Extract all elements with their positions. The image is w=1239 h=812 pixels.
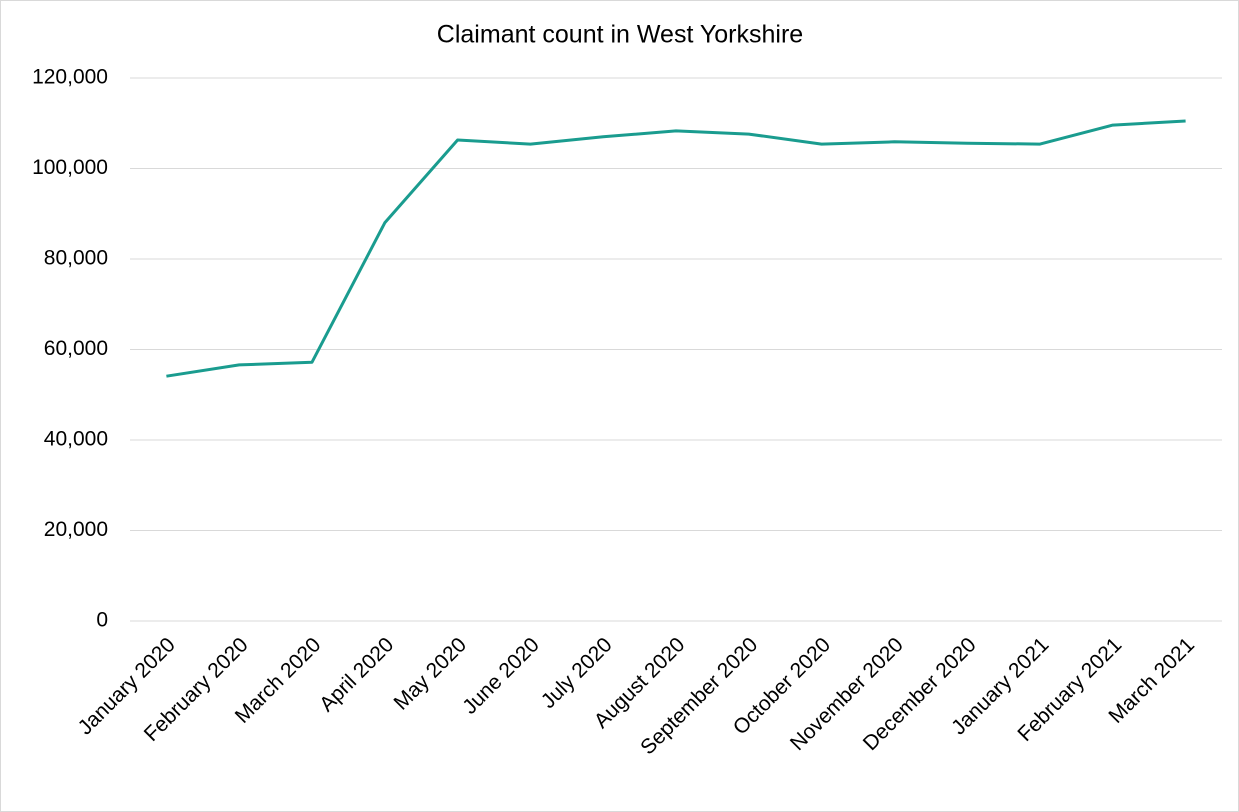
y-tick-label: 120,000 (32, 66, 108, 89)
y-tick-label: 20,000 (44, 518, 108, 541)
y-tick-label: 40,000 (44, 428, 108, 451)
data-line (166, 119, 1186, 378)
chart-title: Claimant count in West Yorkshire (437, 21, 803, 49)
y-tick-label: 60,000 (44, 337, 108, 360)
y-tick-label: 0 (96, 609, 108, 632)
y-tick-label: 80,000 (44, 247, 108, 270)
y-tick-label: 100,000 (32, 156, 108, 179)
